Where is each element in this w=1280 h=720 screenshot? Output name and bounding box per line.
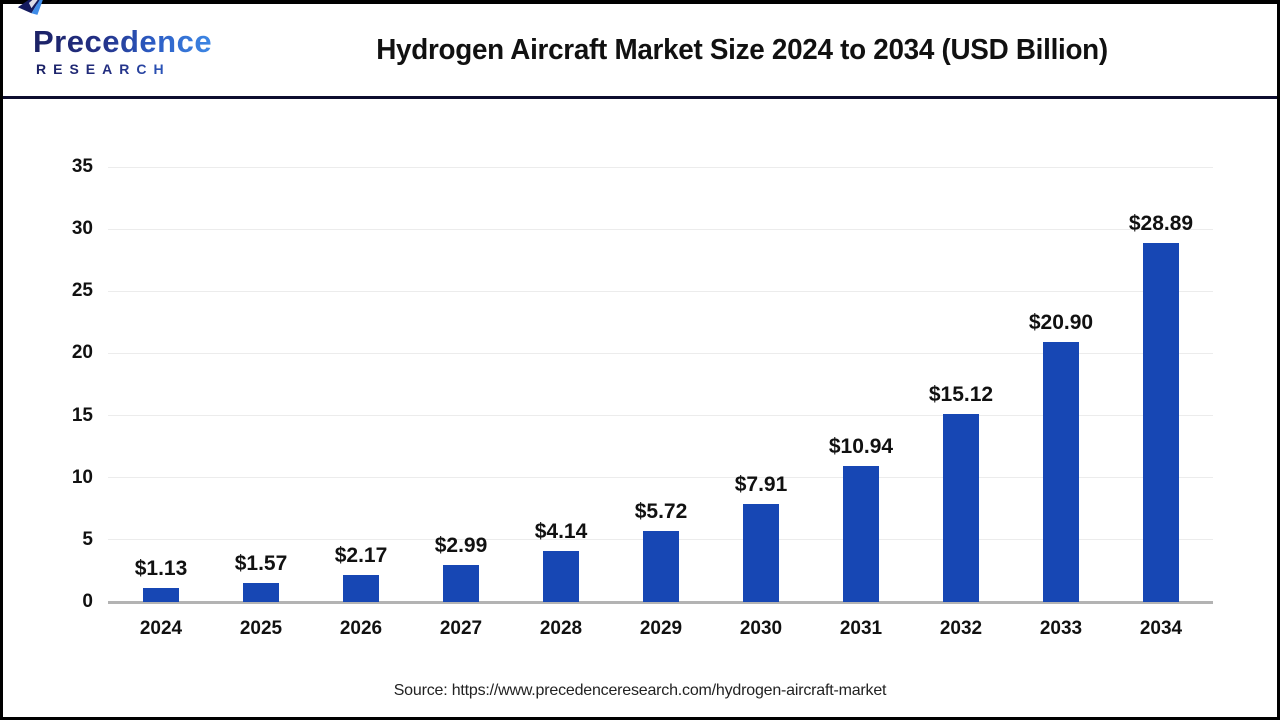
bar-2025 bbox=[243, 582, 279, 602]
source-text: Source: https://www.precedenceresearch.c… bbox=[393, 682, 887, 699]
bar-2033 bbox=[1043, 342, 1079, 602]
y-axis-tick-label: 30 bbox=[71, 218, 93, 240]
brand-logo-subtext: RESEARCH bbox=[36, 61, 218, 77]
bar-2034 bbox=[1143, 242, 1179, 602]
x-axis-label: 2026 bbox=[339, 618, 383, 639]
x-axis-label: 2027 bbox=[439, 618, 483, 639]
y-axis-tick-label: 20 bbox=[71, 342, 93, 364]
bar-value-label: $4.14 bbox=[534, 519, 588, 543]
gridline bbox=[108, 228, 1213, 230]
x-axis-label: 2034 bbox=[1139, 618, 1183, 639]
brand-logo: Precedence RESEARCH bbox=[3, 0, 218, 77]
gridline bbox=[108, 477, 1213, 479]
bar-2029 bbox=[643, 530, 679, 602]
y-axis-tick-label: 15 bbox=[71, 404, 93, 426]
gridline bbox=[108, 290, 1213, 292]
x-axis-label: 2031 bbox=[839, 618, 883, 639]
brand-logo-text: Precedence bbox=[33, 24, 218, 60]
bar-2032 bbox=[943, 414, 979, 602]
y-axis-tick-label: 35 bbox=[71, 156, 93, 177]
bar-value-label: $1.13 bbox=[134, 556, 188, 580]
bar-value-label: $7.91 bbox=[734, 472, 788, 496]
bar-value-label: $10.94 bbox=[828, 435, 894, 459]
gridline bbox=[108, 415, 1213, 417]
y-axis-tick-label: 10 bbox=[71, 466, 93, 488]
bar-value-label: $15.12 bbox=[928, 383, 994, 407]
gridline bbox=[108, 166, 1213, 168]
bar-2030 bbox=[743, 503, 779, 602]
x-axis-baseline bbox=[108, 600, 1213, 604]
x-axis-label: 2025 bbox=[239, 618, 283, 639]
y-axis-tick-label: 25 bbox=[71, 280, 93, 302]
bar-value-label: $2.17 bbox=[334, 544, 388, 568]
bar-value-label: $20.90 bbox=[1028, 311, 1094, 335]
y-axis-tick-label: 5 bbox=[82, 528, 93, 550]
bar-2026 bbox=[343, 575, 379, 602]
x-axis-label: 2029 bbox=[639, 618, 683, 639]
x-axis-label: 2024 bbox=[139, 618, 183, 639]
x-axis-label: 2033 bbox=[1039, 618, 1083, 639]
bar-2028 bbox=[543, 550, 579, 602]
bar-value-label: $28.89 bbox=[1128, 211, 1194, 235]
bar-2031 bbox=[843, 466, 879, 602]
x-axis-label: 2032 bbox=[939, 618, 983, 639]
gridline bbox=[108, 352, 1213, 354]
bar-value-label: $1.57 bbox=[234, 551, 288, 575]
bar-value-label: $5.72 bbox=[634, 499, 688, 523]
x-axis-label: 2030 bbox=[739, 618, 783, 639]
chart-title: Hydrogen Aircraft Market Size 2024 to 20… bbox=[376, 33, 1109, 66]
x-axis-label: 2028 bbox=[539, 618, 583, 639]
bar-2024 bbox=[143, 587, 179, 602]
y-axis-tick-label: 0 bbox=[82, 591, 93, 612]
bar-2027 bbox=[443, 564, 479, 602]
plot-area: 0 5 10 15 20 25 30 35 $1.13 2024 $1.57 2025 $2.17 202… bbox=[72, 156, 1213, 639]
paper-plane-logo-icon bbox=[17, 0, 43, 15]
bar-value-label: $2.99 bbox=[434, 533, 488, 557]
title-container: Hydrogen Aircraft Market Size 2024 to 20… bbox=[218, 34, 1277, 67]
header: Precedence RESEARCH Hydrogen Aircraft Ma… bbox=[3, 0, 1277, 99]
